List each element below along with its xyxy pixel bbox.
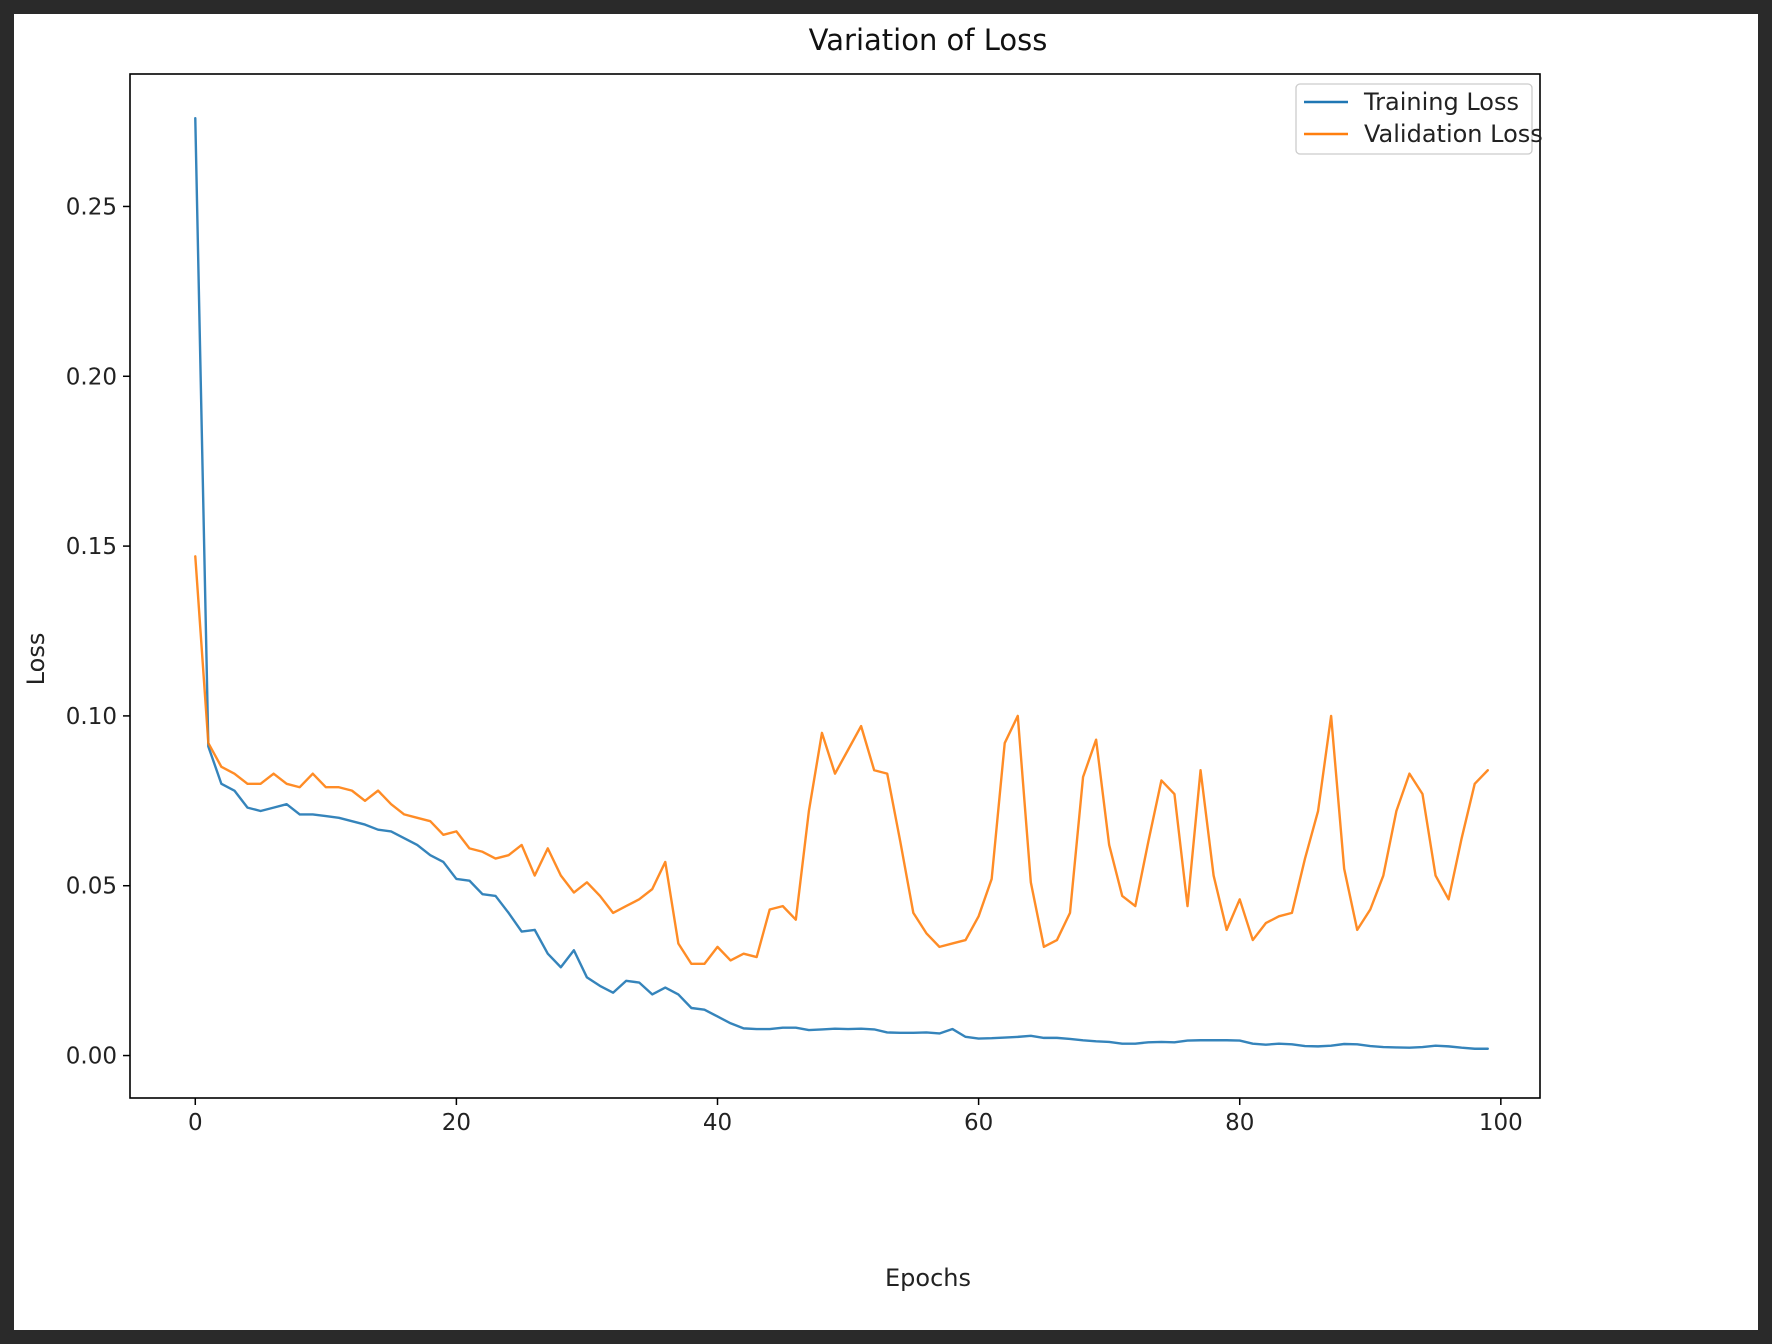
x-tick-label: 80 [1225, 1110, 1254, 1136]
figure-frame: Variation of Loss Epochs Loss 0 20 40 60 80 1… [14, 14, 1758, 1330]
legend-label-validation-loss: Validation Loss [1364, 120, 1543, 148]
series-line-training-loss [194, 116, 1489, 1050]
plot-frame [129, 73, 1541, 1099]
loss-chart: Variation of Loss Epochs Loss 0 20 40 60 80 1… [22, 23, 1543, 1292]
y-tick-label: 0.15 [66, 534, 117, 560]
x-tick-label: 100 [1479, 1110, 1523, 1136]
x-tick-label: 40 [703, 1110, 732, 1136]
x-tick-label: 60 [964, 1110, 993, 1136]
chart-title: Variation of Loss [809, 23, 1048, 57]
x-tick-label: 20 [442, 1110, 471, 1136]
y-tick-label: 0.05 [66, 874, 117, 900]
y-tick-label: 0.00 [66, 1044, 117, 1070]
legend-label-training-loss: Training Loss [1363, 88, 1519, 116]
y-tick-label: 0.10 [66, 704, 117, 730]
y-tick-label: 0.20 [66, 364, 117, 390]
series-line-validation-loss [194, 555, 1489, 966]
plot-area: 0 20 40 60 80 100 0.00 0.05 0.10 0.15 0.20 0.25 Trai… [66, 73, 1543, 1136]
y-tick-label: 0.25 [66, 194, 117, 220]
y-axis-title: Loss [22, 633, 50, 686]
x-tick-label: 0 [188, 1110, 203, 1136]
x-axis-title: Epochs [885, 1264, 971, 1292]
legend-box [1295, 83, 1533, 155]
